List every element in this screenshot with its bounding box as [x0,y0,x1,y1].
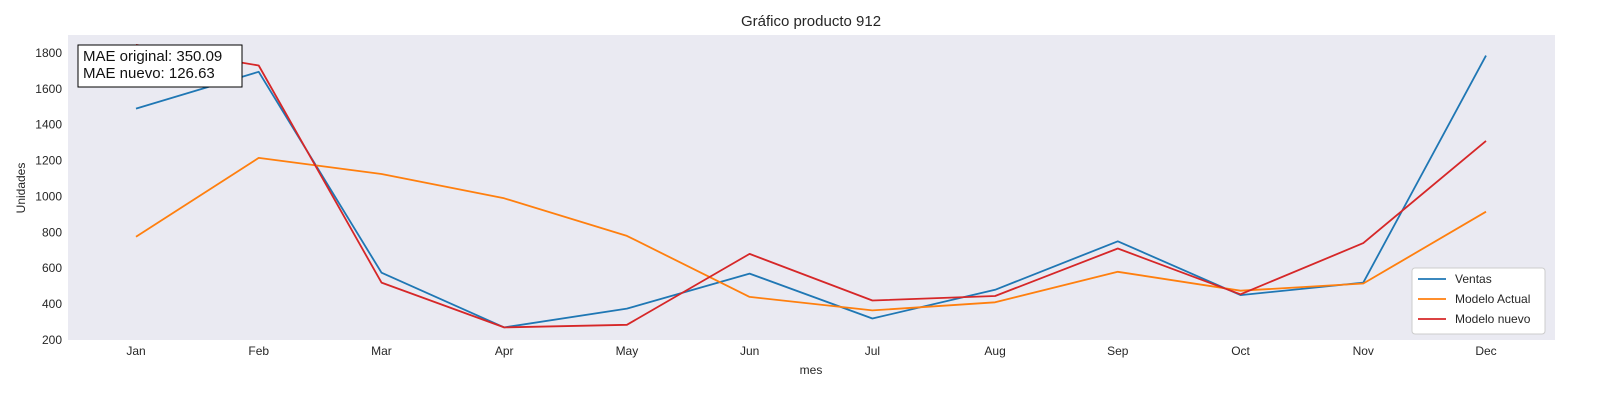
annotation-line-original: MAE original: 350.09 [83,48,222,65]
x-tick-label: Apr [495,344,514,358]
y-tick-label: 1800 [35,46,62,60]
chart-legend: Ventas Modelo Actual Modelo nuevo [1411,267,1546,335]
legend-label-0: Ventas [1455,272,1492,286]
x-tick-label: Jul [865,344,880,358]
y-tick-label: 800 [42,225,62,239]
x-tick-label: Sep [1107,344,1129,358]
x-tick-label: Feb [248,344,269,358]
y-tick-label: 1600 [35,82,62,96]
x-tick-label: Mar [371,344,392,358]
x-tick-label: Oct [1231,344,1250,358]
y-tick-label: 1400 [35,118,62,132]
y-tick-label: 1000 [35,189,62,203]
x-tick-label: May [616,344,639,358]
x-axis-ticks: Jan Feb Mar Apr May Jun Jul Aug Sep Oct Nov Dec [126,344,1496,358]
x-tick-label: Nov [1353,344,1374,358]
plot-area [68,35,1555,340]
chart-title: Gráfico producto 912 [741,13,881,30]
series-line-1 [135,156,1487,312]
x-tick-label: Jun [740,344,759,358]
y-tick-label: 600 [42,261,62,275]
y-tick-label: 400 [42,297,62,311]
mae-annotation-box: MAE original: 350.09 MAE nuevo: 126.63 [77,44,243,88]
y-tick-label: 200 [42,333,62,347]
legend-background [1411,267,1546,335]
x-tick-label: Aug [984,344,1005,358]
series-layer [135,44,1487,329]
y-axis-label: Unidades [14,163,28,214]
annotation-line-new: MAE nuevo: 126.63 [83,65,215,82]
y-tick-label: 1200 [35,154,62,168]
annotation-box-background [77,44,243,88]
x-tick-label: Jan [126,344,145,358]
series-line-2 [135,44,1487,329]
legend-label-2: Modelo nuevo [1455,312,1531,326]
x-axis-label: mes [800,363,823,377]
legend-label-1: Modelo Actual [1455,292,1530,306]
x-tick-label: Dec [1475,344,1496,358]
y-axis-ticks: 200 400 600 800 1000 1200 1400 1600 1800 [35,46,62,347]
series-line-0 [135,55,1487,329]
